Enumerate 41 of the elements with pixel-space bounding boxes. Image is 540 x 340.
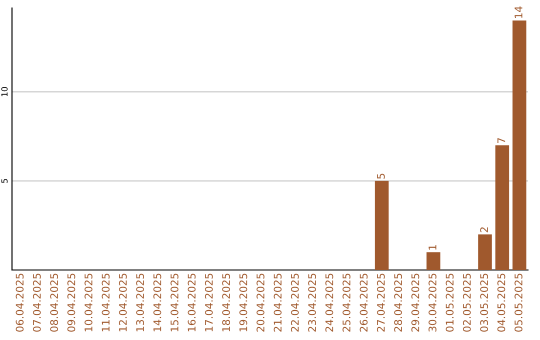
bar [426, 252, 440, 270]
x-tick-label: 06.04.2025 [16, 274, 24, 332]
x-tick-label: 16.04.2025 [188, 274, 196, 332]
x-tick-label: 14.04.2025 [153, 274, 162, 332]
y-tick-label: 10 [1, 87, 8, 96]
x-tick-label: 05.05.2025 [514, 274, 522, 332]
bar [374, 180, 389, 270]
x-tick-label: 09.04.2025 [67, 274, 76, 332]
x-tick-label: 11.04.2025 [102, 274, 110, 332]
x-tick-label: 01.05.2025 [446, 274, 454, 332]
bar [495, 145, 510, 270]
bar [478, 234, 492, 270]
x-tick-label: 26.04.2025 [360, 274, 368, 332]
x-tick-label: 17.04.2025 [204, 274, 213, 332]
x-tick-label: 07.04.2025 [32, 274, 41, 332]
x-tick-label: 22.04.2025 [290, 274, 299, 332]
data-label: 5 [377, 174, 385, 179]
bar [512, 20, 526, 270]
x-tick-label: 18.04.2025 [222, 274, 230, 332]
x-tick-label: 19.04.2025 [239, 274, 248, 332]
x-tick-label: 27.04.2025 [376, 274, 385, 332]
x-tick-label: 10.04.2025 [84, 274, 92, 332]
x-tick-label: 24.04.2025 [325, 274, 334, 332]
x-tick-label: 02.05.2025 [462, 274, 471, 332]
data-label: 7 [497, 138, 506, 143]
x-tick-label: 13.04.2025 [136, 274, 144, 332]
x-tick-label: 28.04.2025 [394, 274, 402, 332]
data-label: 1 [428, 245, 436, 250]
x-tick-label: 25.04.2025 [342, 274, 350, 332]
x-tick-label: 20.04.2025 [256, 274, 264, 332]
data-label: 2 [480, 227, 488, 232]
x-tick-label: 03.05.2025 [480, 274, 488, 332]
x-tick-label: 08.04.2025 [50, 274, 58, 332]
x-tick-label: 04.05.2025 [497, 274, 506, 332]
x-tick-label: 29.04.2025 [411, 274, 420, 332]
data-label: 14 [514, 6, 522, 18]
x-tick-label: 15.04.2025 [170, 274, 178, 332]
x-tick-label: 21.04.2025 [274, 274, 282, 332]
x-tick-label: 23.04.2025 [308, 274, 316, 332]
x-tick-label: 30.04.2025 [428, 274, 436, 332]
x-tick-label: 12.04.2025 [118, 274, 127, 332]
